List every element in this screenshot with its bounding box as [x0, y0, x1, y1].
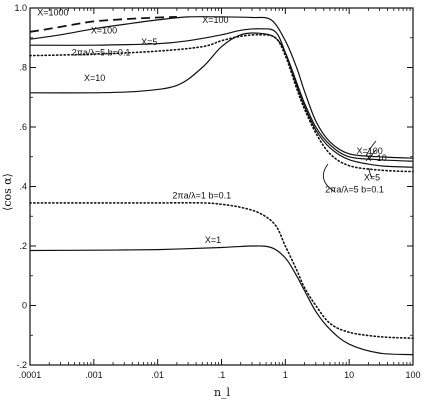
- curve-annotation: 2πa/λ=1 b=0.1: [172, 190, 231, 200]
- y-tick-label: 0: [22, 301, 27, 311]
- curve-annotation: X=100: [202, 15, 228, 25]
- pointer-x100-right: [365, 140, 377, 157]
- curve-annotation: X=5: [141, 37, 157, 47]
- x-tick-label: 100: [405, 370, 420, 380]
- x-tick-label: 10: [344, 370, 354, 380]
- x-tick-label: 1: [283, 370, 288, 380]
- curve-annotation: 2πa/λ=5 b=0.1: [325, 184, 384, 194]
- pointer-x5-right: [368, 167, 373, 179]
- y-tick-label: 1.0: [14, 3, 27, 13]
- curve-annotation: X=10: [365, 153, 386, 163]
- y-tick-label: .6: [19, 122, 27, 132]
- curve-annotation: X=10: [84, 73, 105, 83]
- y-tick-label: -.2: [16, 360, 27, 370]
- series-line-x-100: [29, 16, 414, 159]
- x-tick-label: .1: [218, 370, 226, 380]
- series-line-x-5: [29, 28, 414, 168]
- pointer-x10-right: [368, 149, 377, 161]
- y-tick-label: .4: [19, 182, 27, 192]
- curve-annotation: X=100: [356, 146, 382, 156]
- y-tick-label: .2: [19, 241, 27, 251]
- series-line-2-a-5-b-0-1: [29, 33, 414, 173]
- annotation-pointers: [322, 140, 377, 193]
- x-tick-label: .0001: [19, 370, 42, 380]
- y-tick-label: .8: [19, 63, 27, 73]
- x-axis-label: n_l: [214, 386, 231, 399]
- pointer-b01-right: [322, 163, 336, 193]
- curve-annotation: X=1000: [37, 7, 68, 17]
- curve-annotation: 2πa/λ=5 b=0.1: [72, 48, 131, 58]
- series-line-x-1000: [29, 16, 177, 33]
- series-line-x-1: [29, 245, 414, 356]
- x-tick-label: .001: [85, 370, 103, 380]
- curve-annotation: X=1: [205, 235, 221, 245]
- x-tick-label: .01: [151, 370, 164, 380]
- y-axis-label: ⟨cos α⟩: [1, 173, 14, 211]
- series-line-2-a-1-b-0-1: [29, 201, 414, 339]
- curve-annotation: X=100: [91, 25, 117, 35]
